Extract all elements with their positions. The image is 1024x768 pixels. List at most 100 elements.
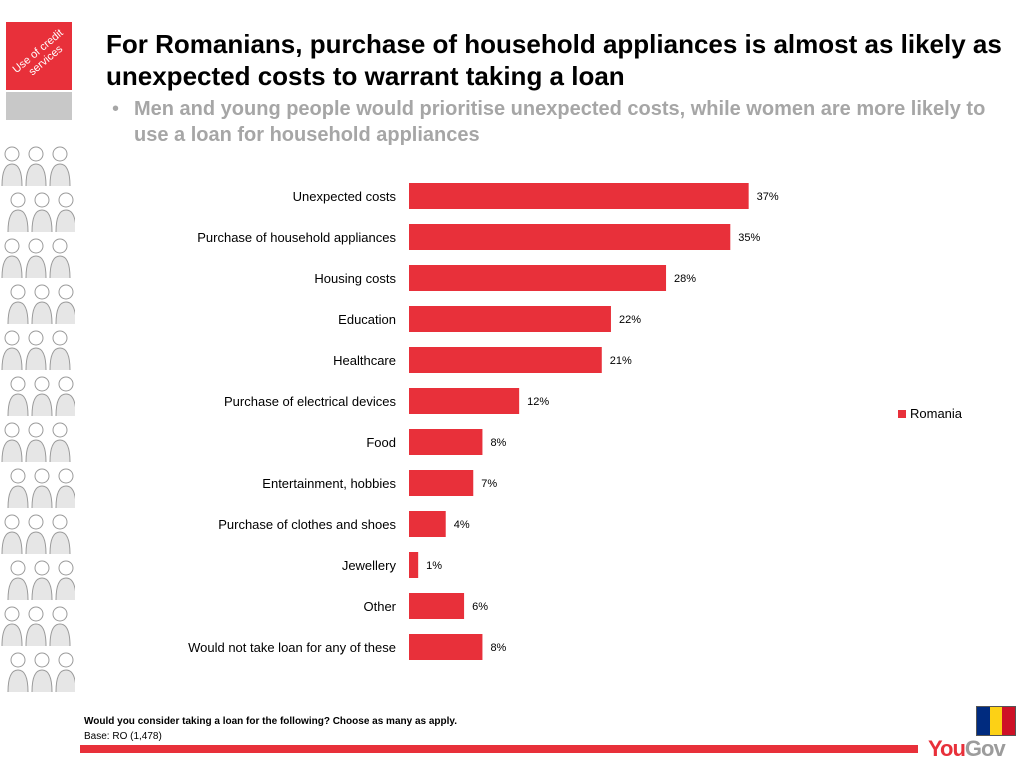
crowd-figure-body xyxy=(25,531,47,555)
crowd-figure-head xyxy=(10,376,26,392)
crowd-figure-body xyxy=(55,485,75,509)
legend-label: Romania xyxy=(910,406,963,421)
crowd-figure-head xyxy=(52,330,68,346)
bar xyxy=(409,593,465,619)
data-label: 8% xyxy=(490,642,506,654)
category-label: Unexpected costs xyxy=(293,189,397,204)
data-label: 4% xyxy=(454,519,470,531)
legend-swatch xyxy=(898,409,906,418)
crowd-figure-head xyxy=(52,606,68,622)
crowd-figure-body xyxy=(7,669,29,693)
romania-flag-icon xyxy=(976,706,1016,736)
crowd-figure-head xyxy=(52,422,68,438)
crowd-figure-body xyxy=(1,347,23,371)
crowd-figure-body xyxy=(25,623,47,647)
data-label: 6% xyxy=(472,601,488,613)
category-label: Healthcare xyxy=(333,353,396,368)
footer-bar xyxy=(80,745,918,753)
crowd-figure-head xyxy=(34,468,50,484)
crowd-figure-head xyxy=(58,192,74,208)
bar xyxy=(409,511,446,537)
flag-stripe-red xyxy=(1002,707,1016,735)
data-label: 21% xyxy=(610,355,632,367)
crowd-figure-head xyxy=(10,560,26,576)
bar xyxy=(409,470,474,496)
category-label: Entertainment, hobbies xyxy=(262,476,396,491)
section-tag: Use of credit services xyxy=(6,22,72,90)
crowd-figure-head xyxy=(10,192,26,208)
bar xyxy=(409,429,483,455)
sidebar: Use of credit services xyxy=(0,0,75,700)
crowd-figure-body xyxy=(1,623,23,647)
crowd-figure-head xyxy=(58,468,74,484)
crowd-figure-head xyxy=(58,560,74,576)
bar-chart: Unexpected costs 37% Purchase of household… xyxy=(188,183,779,660)
crowd-figure-body xyxy=(49,255,71,279)
crowd-figure-body xyxy=(7,577,29,601)
crowd-figure-head xyxy=(52,514,68,530)
bar xyxy=(409,183,749,209)
crowd-figure-body xyxy=(55,301,75,325)
category-label: Food xyxy=(366,435,396,450)
crowd-figure-head xyxy=(4,606,20,622)
survey-question: Would you consider taking a loan for the… xyxy=(84,716,458,727)
crowd-figure-head xyxy=(10,468,26,484)
crowd-figure-body xyxy=(49,439,71,463)
crowd-figure-body xyxy=(7,485,29,509)
crowd-figure-head xyxy=(28,606,44,622)
category-label: Housing costs xyxy=(314,271,396,286)
crowd-figure-body xyxy=(55,209,75,233)
crowd-figure-head xyxy=(34,192,50,208)
crowd-figure-body xyxy=(31,301,53,325)
crowd-figure-body xyxy=(31,669,53,693)
bar xyxy=(409,634,483,660)
crowd-figure-body xyxy=(55,669,75,693)
crowd-figure-head xyxy=(34,284,50,300)
crowd-figure-head xyxy=(58,652,74,668)
crowd-figure-head xyxy=(4,514,20,530)
crowd-figure-head xyxy=(28,238,44,254)
bar xyxy=(409,552,419,578)
crowd-figure-body xyxy=(7,393,29,417)
bar xyxy=(409,306,611,332)
page-subtitle: Men and young people would prioritise un… xyxy=(134,98,986,146)
crowd-figure-head xyxy=(28,422,44,438)
crowd-figure-head xyxy=(28,330,44,346)
crowd-figure-body xyxy=(31,485,53,509)
crowd-figure-head xyxy=(10,652,26,668)
crowd-figure-head xyxy=(4,330,20,346)
crowd-illustration xyxy=(1,146,75,693)
crowd-figure-head xyxy=(34,652,50,668)
crowd-figure-body xyxy=(7,209,29,233)
crowd-figure-body xyxy=(1,439,23,463)
crowd-figure-body xyxy=(31,393,53,417)
crowd-figure-body xyxy=(49,347,71,371)
crowd-figure-head xyxy=(52,146,68,162)
data-label: 35% xyxy=(738,232,760,244)
crowd-figure-body xyxy=(31,209,53,233)
crowd-figure-body xyxy=(1,163,23,187)
crowd-figure-body xyxy=(31,577,53,601)
data-label: 8% xyxy=(490,437,506,449)
category-label: Education xyxy=(338,312,396,327)
crowd-figure-body xyxy=(7,301,29,325)
crowd-figure-head xyxy=(10,284,26,300)
bar xyxy=(409,224,731,250)
data-label: 37% xyxy=(757,191,779,203)
crowd-figure-body xyxy=(55,393,75,417)
category-label: Purchase of clothes and shoes xyxy=(218,517,396,532)
bar xyxy=(409,265,667,291)
section-tag-shadow xyxy=(6,92,72,120)
page-title: For Romanians, purchase of household app… xyxy=(106,29,1002,91)
crowd-figure-body xyxy=(25,347,47,371)
chart-legend: Romania xyxy=(898,406,962,421)
bar xyxy=(409,347,602,373)
crowd-figure-head xyxy=(4,422,20,438)
category-label: Other xyxy=(363,599,396,614)
bullet-icon: • xyxy=(112,98,120,120)
crowd-figure-head xyxy=(4,146,20,162)
crowd-figure-head xyxy=(28,146,44,162)
flag-stripe-yellow xyxy=(989,707,1003,735)
crowd-figure-body xyxy=(49,531,71,555)
survey-base: Base: RO (1,478) xyxy=(84,731,162,742)
